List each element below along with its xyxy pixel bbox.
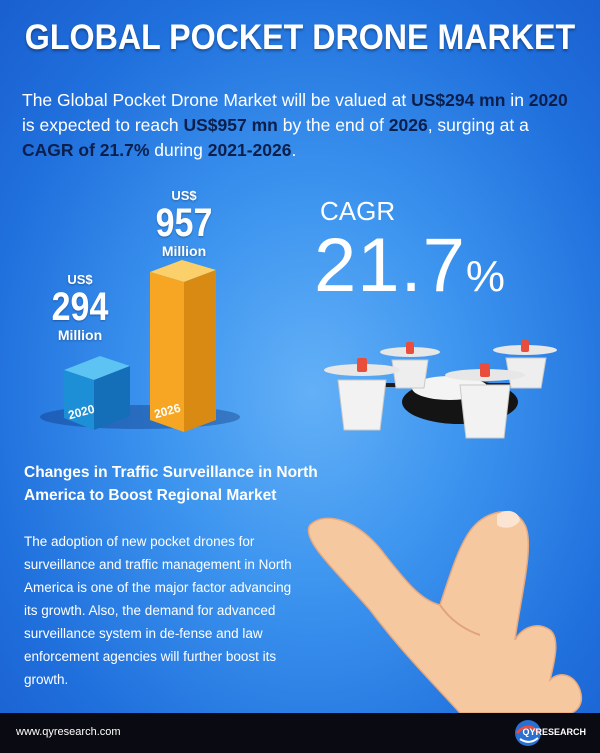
cagr-value: 21.7% [314, 222, 506, 309]
intro-highlight: US$957 mn [183, 115, 278, 135]
sub-heading: Changes in Traffic Surveillance in North… [24, 464, 318, 504]
intro-highlight: 2020 [528, 90, 568, 110]
intro-highlight: US$294 mn [411, 90, 506, 110]
bar-2020-unit: Million [57, 327, 103, 343]
drone-rotor-back-left [380, 342, 440, 389]
body-text: The adoption of new pocket drones for su… [24, 534, 292, 687]
hand-icon [307, 510, 582, 714]
intro-text: , surging at a [427, 115, 529, 135]
drone-icon [324, 340, 557, 439]
intro-text: is expected to reach [22, 115, 184, 135]
drone-rotor-front-right [445, 363, 525, 439]
intro-text: by the end of [277, 115, 389, 135]
intro-text: in [505, 90, 529, 110]
intro-highlight: 2021-2026 [207, 140, 292, 160]
logo-text: QYRESEARCH [522, 727, 586, 737]
footer: www.qyresearch.com QYRESEARCH [0, 713, 600, 753]
footer-url[interactable]: www.qyresearch.com [16, 726, 121, 738]
bar-2026-currency: US$ [171, 188, 197, 203]
cagr-label: CAGR [320, 196, 396, 226]
globe-logo-icon [515, 720, 541, 746]
cagr-number: 21.7 [314, 223, 466, 308]
bar-2026-label: US$ 957 Million [134, 188, 234, 259]
intro-text: during [149, 140, 208, 160]
bar-2020 [64, 356, 130, 430]
drone-rotor-front-left [324, 358, 400, 431]
bar-2026 [150, 260, 216, 432]
bar-2026-value: 957 [155, 201, 213, 245]
bar-2020-label: US$ 294 Million [30, 272, 130, 343]
market-size-bars: US$ 294 Million US$ 957 Million 2020 202… [30, 180, 260, 440]
cagr-percent: % [465, 252, 507, 301]
bar-2020-currency: US$ [67, 272, 93, 287]
bar-2020-value: 294 [51, 285, 109, 329]
intro-paragraph: The Global Pocket Drone Market will be v… [22, 88, 582, 163]
drone-rotor-back-right [493, 340, 557, 389]
intro-text: The Global Pocket Drone Market will be v… [22, 90, 412, 110]
bars-graphic [40, 260, 240, 432]
bar-2026-unit: Million [161, 243, 207, 259]
intro-text: . [291, 140, 297, 160]
intro-highlight: 2026 [388, 115, 428, 135]
intro-highlight: CAGR of 21.7% [22, 140, 150, 160]
page-title: GLOBAL POCKET DRONE MARKET [24, 18, 576, 57]
